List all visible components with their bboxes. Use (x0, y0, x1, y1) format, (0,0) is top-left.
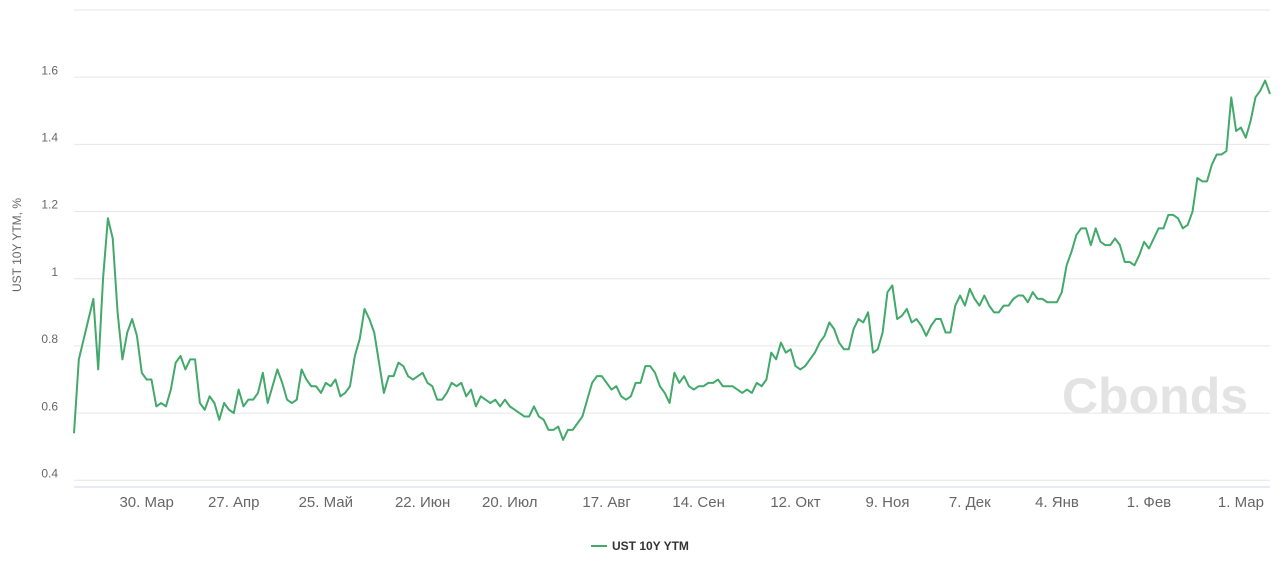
y-tick-label: 0.4 (41, 466, 58, 480)
y-tick-label: 1.6 (41, 63, 58, 77)
legend-label: UST 10Y YTM (612, 539, 689, 553)
x-tick-label: 7. Дек (949, 494, 991, 511)
x-tick-label: 1. Мар (1218, 494, 1264, 511)
watermark: Cbonds (1062, 368, 1248, 424)
y-tick-label: 1.2 (41, 198, 58, 212)
y-tick-label: 0.8 (41, 332, 58, 346)
x-tick-label: 27. Апр (208, 494, 260, 511)
x-tick-label: 22. Июн (395, 494, 450, 511)
data-line (73, 79, 1271, 441)
y-tick-label: 1.4 (41, 131, 58, 145)
x-tick-label: 17. Авг (582, 494, 631, 511)
x-tick-label: 1. Фев (1127, 494, 1171, 511)
x-tick-label: 20. Июл (482, 494, 537, 511)
y-tick-label: 1 (51, 265, 58, 279)
x-tick-label: 9. Ноя (865, 494, 909, 511)
x-tick-label: 4. Янв (1035, 494, 1079, 511)
y-axis-title: UST 10Y YTM, % (10, 198, 24, 292)
y-tick-label: 0.6 (41, 399, 58, 413)
x-tick-label: 25. Май (299, 494, 353, 511)
x-tick-label: 30. Мар (119, 494, 173, 511)
x-tick-label: 14. Сен (672, 494, 724, 511)
x-tick-label: 12. Окт (770, 494, 820, 511)
